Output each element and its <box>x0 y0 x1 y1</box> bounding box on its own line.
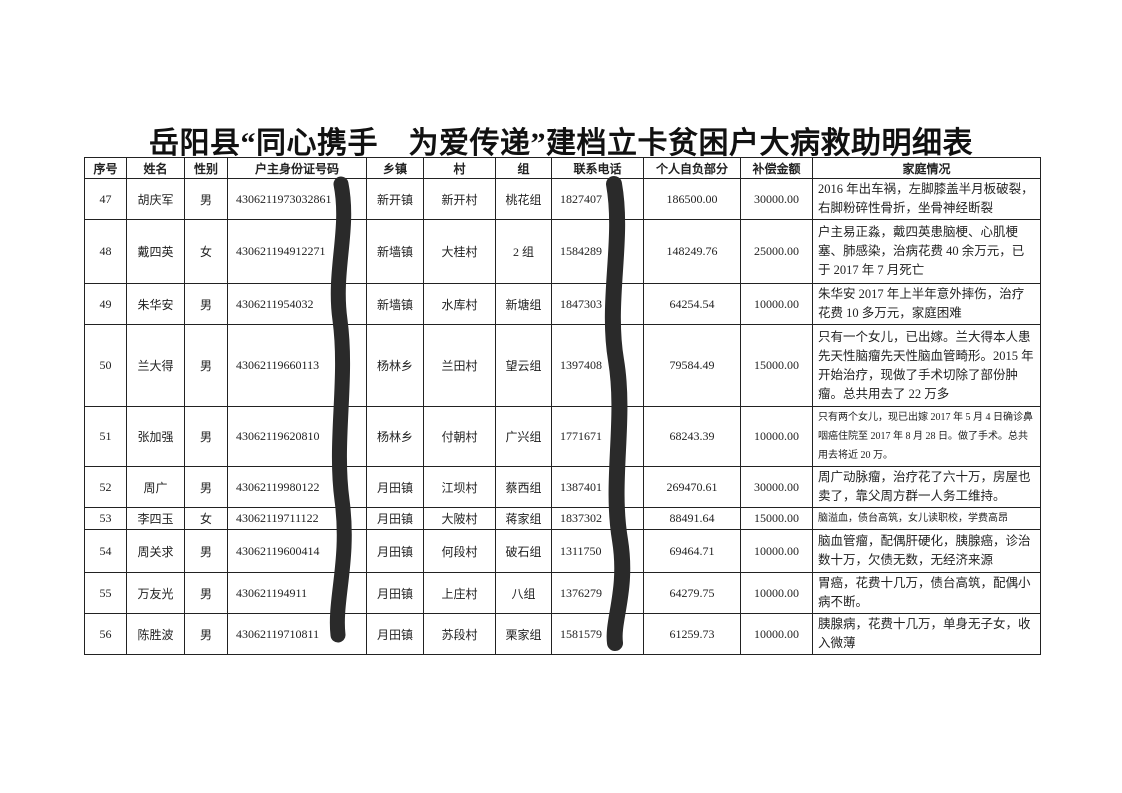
table-cell: 男 <box>184 178 228 220</box>
table-row: 53 李四玉女 43062119711122 月田镇 大陂村 蒋家组 1837302 8849… <box>84 507 1041 530</box>
table-cell: 新墙镇 <box>366 283 424 325</box>
table-cell: 88491.64 <box>643 507 741 530</box>
table-cell: 1584289 <box>551 219 644 284</box>
table-cell: 月田镇 <box>366 466 424 508</box>
table-cell: 1387401 <box>551 466 644 508</box>
table-cell: 男 <box>184 466 228 508</box>
table-row: 51 张加强男 43062119620810 杨林乡 付朝村 广兴组 1771671 6824… <box>84 406 1041 467</box>
table-cell: 新墙镇 <box>366 219 424 284</box>
table-cell: 破石组 <box>495 529 552 573</box>
table-cell: 男 <box>184 283 228 325</box>
family-situation: 朱华安 2017 年上半年意外摔伤，治疗花费 10 多万元，家庭困难 <box>812 283 1041 325</box>
table-cell: 79584.49 <box>643 324 741 407</box>
table-cell: 61259.73 <box>643 613 741 655</box>
table-cell: 女 <box>184 507 228 530</box>
table-cell: 新开村 <box>423 178 496 220</box>
table-cell: 桃花组 <box>495 178 552 220</box>
table-cell: 月田镇 <box>366 572 424 614</box>
table-cell: 男 <box>184 324 228 407</box>
table-cell: 10000.00 <box>740 613 813 655</box>
table-cell: 2 组 <box>495 219 552 284</box>
family-situation: 只有一个女儿，已出嫁。兰大得本人患先天性脑瘤先天性脑血管畸形。2015 年开始治… <box>812 324 1041 407</box>
table-cell: 新开镇 <box>366 178 424 220</box>
table-cell: 周关求 <box>126 529 185 573</box>
table-cell: 30000.00 <box>740 178 813 220</box>
redaction-stroke <box>604 176 631 651</box>
table-cell: 杨林乡 <box>366 324 424 407</box>
table-cell: 月田镇 <box>366 613 424 655</box>
table-cell: 10000.00 <box>740 529 813 573</box>
column-header: 乡镇 <box>366 157 424 179</box>
table-cell: 52 <box>84 466 127 508</box>
document-title: 岳阳县“同心携手 为爱传递”建档立卡贫困户大病救助明细表 <box>149 127 973 160</box>
table-cell: 69464.71 <box>643 529 741 573</box>
table-cell: 栗家组 <box>495 613 552 655</box>
table-cell: 戴四英 <box>126 219 185 284</box>
table-cell: 兰大得 <box>126 324 185 407</box>
family-situation: 2016 年出车祸，左脚膝盖半月板破裂，右脚粉碎性骨折，坐骨神经断裂 <box>812 178 1041 220</box>
family-situation: 胰腺病，花费十几万，单身无子女，收入微薄 <box>812 613 1041 655</box>
table-row: 56 陈胜波男 43062119710811 月田镇 苏段村 栗家组 1581579 6125… <box>84 613 1041 655</box>
table-cell: 30000.00 <box>740 466 813 508</box>
table-cell: 付朝村 <box>423 406 496 467</box>
table-cell: 男 <box>184 613 228 655</box>
table-cell: 何段村 <box>423 529 496 573</box>
table-cell: 李四玉 <box>126 507 185 530</box>
table-cell: 万友光 <box>126 572 185 614</box>
column-header: 组 <box>495 157 552 179</box>
table-cell: 25000.00 <box>740 219 813 284</box>
table-cell: 陈胜波 <box>126 613 185 655</box>
table-cell: 月田镇 <box>366 529 424 573</box>
table-cell: 1581579 <box>551 613 644 655</box>
table-cell: 56 <box>84 613 127 655</box>
table-cell: 望云组 <box>495 324 552 407</box>
family-situation: 只有两个女儿，现已出嫁 2017 年 5 月 4 日确诊鼻咽癌住院至 2017 … <box>812 406 1041 467</box>
table-cell: 张加强 <box>126 406 185 467</box>
table-cell: 10000.00 <box>740 572 813 614</box>
table-cell: 64254.54 <box>643 283 741 325</box>
table-cell: 周广 <box>126 466 185 508</box>
table-cell: 江坝村 <box>423 466 496 508</box>
table-cell: 10000.00 <box>740 406 813 467</box>
table-cell: 68243.39 <box>643 406 741 467</box>
table-cell: 15000.00 <box>740 324 813 407</box>
table-cell: 43062119620810 <box>227 406 367 467</box>
family-situation: 脑血管瘤，配偶肝硬化，胰腺癌，诊治数十万，欠债无数，无经济来源 <box>812 529 1041 573</box>
table-cell: 15000.00 <box>740 507 813 530</box>
family-situation: 户主易正淼，戴四英患脑梗、心肌梗塞、肺感染，治病花费 40 余万元，已于 201… <box>812 219 1041 284</box>
family-situation: 胃癌，花费十几万，债台高筑，配偶小病不断。 <box>812 572 1041 614</box>
header-row: 序号 姓名 性别 户主身份证号码 乡镇村组联系电话 个人自负部分 补偿金额 家庭情况 <box>84 157 1041 179</box>
table-cell: 64279.75 <box>643 572 741 614</box>
table-cell: 47 <box>84 178 127 220</box>
table-cell: 新塘组 <box>495 283 552 325</box>
redaction-stroke <box>329 176 352 643</box>
table-cell: 1397408 <box>551 324 644 407</box>
table-cell: 朱华安 <box>126 283 185 325</box>
family-situation: 周广动脉瘤，治疗花了六十万，房屋也卖了，靠父周方群一人务工维持。 <box>812 466 1041 508</box>
table-cell: 八组 <box>495 572 552 614</box>
table-cell: 1827407 <box>551 178 644 220</box>
